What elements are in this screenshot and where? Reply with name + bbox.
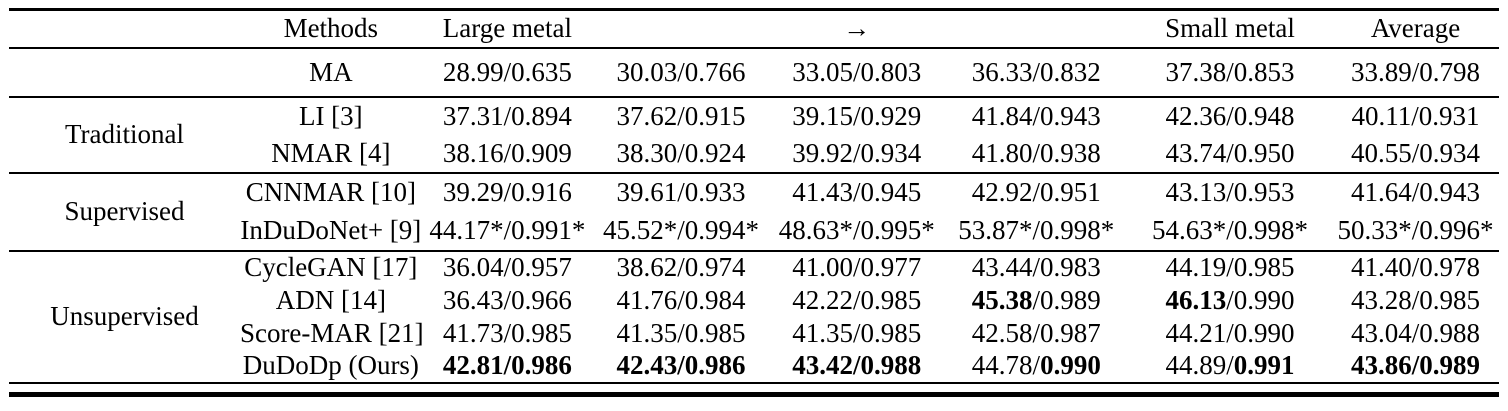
metric-value: 43.44/0.983 [971, 252, 1101, 282]
metric-value: 39.29/0.916 [442, 177, 572, 207]
metric-value: 28.99/0.635 [442, 56, 572, 87]
metric-value: 38.62/0.974 [616, 252, 746, 282]
header-blank-1 [593, 10, 769, 48]
method-name: NMAR [4] [271, 137, 391, 168]
table-row: Score-MAR [21] 41.73/0.985 41.35/0.985 41.3… [9, 317, 1499, 350]
metric-value: 53.87*/0.998* [958, 215, 1115, 245]
metric-value: 38.16/0.909 [442, 137, 572, 168]
metric-value: 39.61/0.933 [616, 177, 746, 207]
header-blank-2 [945, 10, 1128, 48]
metric-value: 33.05/0.803 [792, 56, 922, 87]
group-unsupervised: Unsupervised CycleGAN [17] 36.04/0.957 38.6… [9, 250, 1499, 383]
method-name: ADN [14] [275, 284, 386, 315]
metric-value: 43.86/0.989 [1351, 350, 1481, 380]
metric-value: 37.31/0.894 [442, 100, 572, 131]
group-traditional: Traditional LI [3] 37.31/0.894 37.62/0.915 3… [9, 96, 1499, 173]
metric-value: 41.64/0.943 [1351, 177, 1481, 207]
metric-value: 40.55/0.934 [1351, 137, 1481, 168]
group-label: Traditional [64, 119, 184, 149]
metric-value: 37.62/0.915 [616, 100, 746, 131]
metric-value: 41.84/0.943 [971, 100, 1101, 131]
metric-value: 45.38/0.989 [971, 284, 1101, 315]
metric-value: 40.11/0.931 [1351, 100, 1480, 131]
metric-value: 43.13/0.953 [1165, 177, 1295, 207]
header-large-metal: Large metal [442, 13, 572, 44]
metric-value: 42.58/0.987 [971, 317, 1101, 348]
header-methods: Methods [283, 13, 379, 44]
metric-value: 30.03/0.766 [616, 56, 746, 87]
metric-value: 43.42/0.988 [792, 350, 922, 380]
header-group-blank [9, 10, 240, 48]
metric-value: 41.00/0.977 [792, 252, 922, 282]
method-name: DuDoDp (Ours) [242, 350, 419, 380]
method-name: LI [3] [298, 100, 363, 131]
metric-value: 48.63*/0.995* [778, 215, 935, 245]
metric-value: 42.92/0.951 [971, 177, 1101, 207]
table-row: MA 28.99/0.635 30.03/0.766 33.05/0.803 36.33… [9, 48, 1499, 97]
method-name: Score-MAR [21] [239, 317, 424, 348]
table-row: Supervised CNNMAR [10] 39.29/0.916 39.61/0.… [9, 173, 1499, 226]
metric-value: 43.74/0.950 [1165, 137, 1295, 168]
metric-value: 36.43/0.966 [442, 284, 572, 315]
metric-value: 44.21/0.990 [1165, 317, 1295, 348]
results-table-container: Methods Large metal → Small metal Averag… [9, 8, 1499, 397]
metric-value: 42.81/0.986 [442, 350, 572, 380]
metric-value: 43.04/0.988 [1351, 317, 1481, 348]
group-supervised: Supervised CNNMAR [10] 39.29/0.916 39.61/0.… [9, 172, 1499, 251]
method-name: InDuDoNet+ [9] [240, 215, 422, 245]
group-label [9, 48, 240, 97]
method-name: MA [309, 56, 353, 87]
metric-value: 46.13/0.990 [1165, 284, 1295, 315]
metric-value: 50.33*/0.996* [1337, 215, 1494, 245]
metric-value: 41.43/0.945 [792, 177, 922, 207]
table-row: DuDoDp (Ours) 42.81/0.986 42.43/0.986 43.42… [9, 350, 1499, 383]
metric-value: 44.89/0.991 [1165, 350, 1295, 380]
table-row: Unsupervised CycleGAN [17] 36.04/0.957 38.6… [9, 251, 1499, 331]
metric-value: 39.15/0.929 [792, 100, 922, 131]
results-table: Methods Large metal → Small metal Averag… [9, 8, 1499, 384]
metric-value: 45.52*/0.994* [602, 215, 759, 245]
metric-value: 41.80/0.938 [971, 137, 1101, 168]
metric-value: 44.19/0.985 [1165, 252, 1295, 282]
metric-value: 54.63*/0.998* [1151, 215, 1308, 245]
header-row: Methods Large metal → Small metal Averag… [9, 10, 1499, 48]
method-name: CNNMAR [10] [245, 177, 416, 207]
metric-value: 41.40/0.978 [1351, 252, 1481, 282]
metric-value: 42.22/0.985 [792, 284, 922, 315]
header-small-metal: Small metal [1165, 13, 1295, 44]
table-header: Methods Large metal → Small metal Averag… [9, 10, 1499, 48]
metric-value: 43.28/0.985 [1351, 284, 1481, 315]
table-row: Traditional LI [3] 37.31/0.894 37.62/0.915 3… [9, 97, 1499, 150]
group-label: Unsupervised [50, 301, 199, 331]
metric-value: 41.73/0.985 [442, 317, 572, 348]
header-arrow-icon: → [843, 13, 871, 44]
metric-value: 39.92/0.934 [792, 137, 922, 168]
method-name: CycleGAN [17] [244, 252, 418, 282]
metric-value: 42.43/0.986 [616, 350, 746, 380]
metric-value: 41.35/0.985 [792, 317, 922, 348]
metric-value: 38.30/0.924 [616, 137, 746, 168]
metric-value: 36.04/0.957 [442, 252, 572, 282]
metric-value: 41.76/0.984 [616, 284, 746, 315]
metric-value: 44.78/0.990 [971, 350, 1101, 380]
metric-value: 37.38/0.853 [1165, 56, 1295, 87]
metric-value: 41.35/0.985 [616, 317, 746, 348]
metric-value: 42.36/0.948 [1165, 100, 1295, 131]
table-row: NMAR [4] 38.16/0.909 38.30/0.924 39.92/0.93… [9, 135, 1499, 173]
group-ma: MA 28.99/0.635 30.03/0.766 33.05/0.803 36.33… [9, 47, 1499, 97]
table-row: ADN [14] 36.43/0.966 41.76/0.984 42.22/0.98… [9, 284, 1499, 317]
metric-value: 36.33/0.832 [971, 56, 1101, 87]
group-label: Supervised [64, 196, 185, 226]
metric-value: 44.17*/0.991* [429, 215, 586, 245]
header-average: Average [1370, 13, 1461, 44]
table-row: InDuDoNet+ [9] 44.17*/0.991* 45.52*/0.994*… [9, 212, 1499, 251]
metric-value: 33.89/0.798 [1351, 56, 1481, 87]
